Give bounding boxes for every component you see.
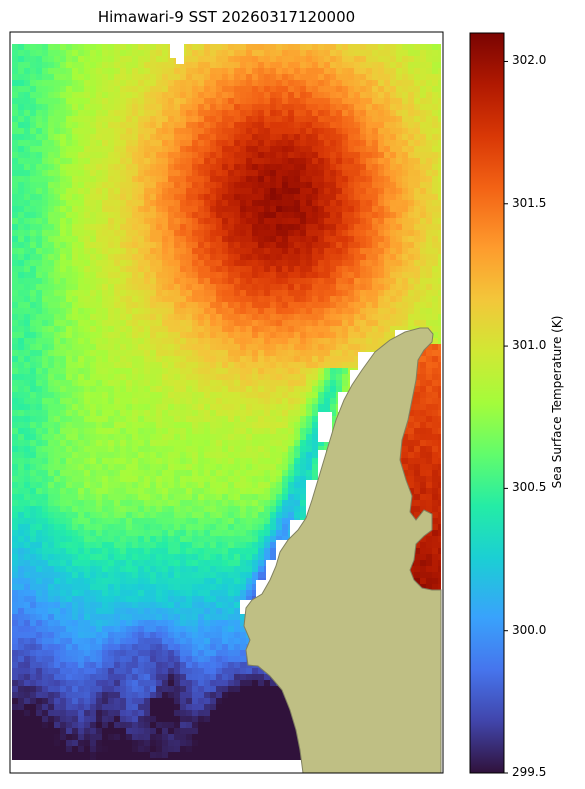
colorbar-tick-label: 301.0: [512, 338, 547, 353]
colorbar-tick-label: 299.5: [512, 765, 547, 779]
colorbar-tick-label: 300.5: [512, 480, 547, 495]
colorbar-label: Sea Surface Temperature (K): [550, 315, 564, 489]
colorbar: [469, 32, 505, 774]
colorbar-tick-label: 302.0: [512, 53, 547, 68]
map-title: Himawari-9 SST 20260317120000: [97, 8, 356, 26]
colorbar-ticks: [504, 60, 508, 774]
landmass: [243, 327, 442, 774]
colorbar-tick-label: 301.5: [512, 195, 547, 210]
colorbar-tick-label: 300.0: [512, 622, 547, 637]
map-frame: [9, 31, 444, 774]
